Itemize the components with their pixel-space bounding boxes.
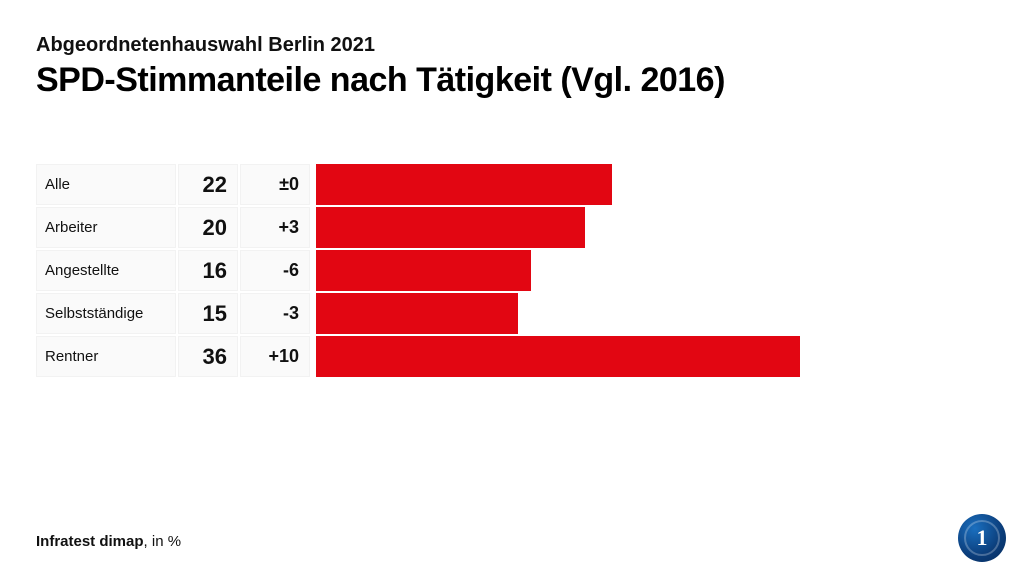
chart-row: Alle 22 ±0 [36,164,988,205]
bar-chart: Alle 22 ±0 Arbeiter 20 +3 Angestellte 16… [36,164,988,377]
bar [316,336,800,377]
row-label: Alle [36,164,176,205]
bar-track [316,293,988,334]
bar-track [316,164,988,205]
chart-row: Selbstständige 15 -3 [36,293,988,334]
row-label: Angestellte [36,250,176,291]
row-delta: -6 [240,250,310,291]
row-label: Rentner [36,336,176,377]
row-label: Arbeiter [36,207,176,248]
row-delta: +3 [240,207,310,248]
bar-track [316,250,988,291]
bar-track [316,207,988,248]
bar-track [316,336,988,377]
row-delta: ±0 [240,164,310,205]
bar [316,293,518,334]
chart-row: Angestellte 16 -6 [36,250,988,291]
row-delta: +10 [240,336,310,377]
bar [316,207,585,248]
chart-row: Arbeiter 20 +3 [36,207,988,248]
bar [316,250,531,291]
logo-ring [964,520,1000,556]
row-value: 20 [178,207,238,248]
source-unit: , in % [144,533,182,550]
chart-subtitle: Abgeordnetenhauswahl Berlin 2021 [36,34,988,57]
chart-source: Infratest dimap, in % [36,533,181,550]
row-value: 36 [178,336,238,377]
row-label: Selbstständige [36,293,176,334]
broadcaster-logo: 1 [958,514,1006,562]
source-name: Infratest dimap [36,533,144,550]
row-value: 16 [178,250,238,291]
chart-title: SPD-Stimmanteile nach Tätigkeit (Vgl. 20… [36,61,988,100]
row-value: 22 [178,164,238,205]
chart-row: Rentner 36 +10 [36,336,988,377]
bar [316,164,612,205]
row-value: 15 [178,293,238,334]
row-delta: -3 [240,293,310,334]
